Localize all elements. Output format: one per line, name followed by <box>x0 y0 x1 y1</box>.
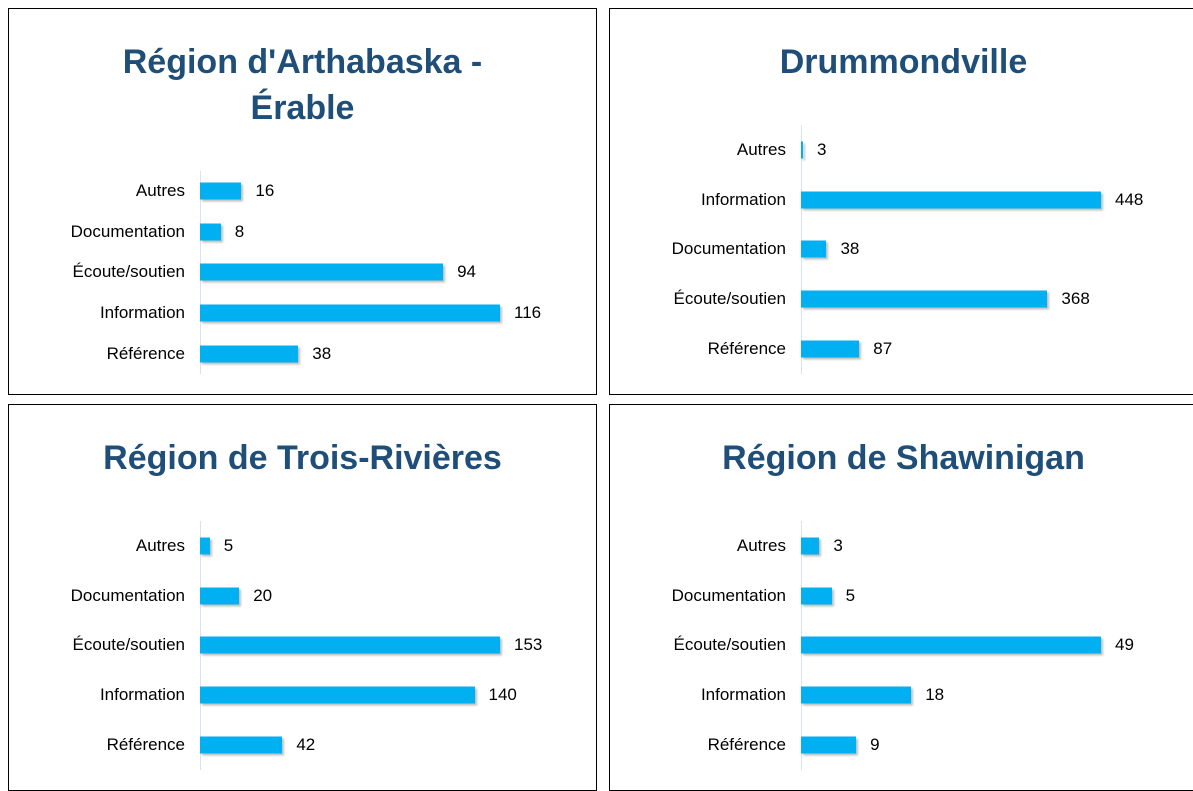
value-label: 153 <box>514 635 543 655</box>
bar <box>200 223 221 241</box>
bar <box>801 736 857 754</box>
bar <box>200 636 500 654</box>
bar-row: Documentation 5 <box>610 571 1193 621</box>
category-label: Information <box>700 189 786 209</box>
category-label: Autres <box>736 139 786 159</box>
category-label: Référence <box>106 343 185 363</box>
category-label: Documentation <box>70 221 185 241</box>
category-label: Documentation <box>671 239 786 259</box>
value-label: 116 <box>514 303 542 323</box>
bar-row: Documentation 38 <box>610 225 1193 275</box>
plot-area: Autres 16 Documentation 8 Écoute/soutien 94 In… <box>9 171 596 374</box>
value-label: 42 <box>296 735 316 755</box>
bar-row: Information 448 <box>610 175 1193 225</box>
category-label: Référence <box>707 735 786 755</box>
chart-panel: Région d'Arthabaska - Érable Autres 16 Docu… <box>8 8 597 395</box>
bar <box>801 240 827 258</box>
category-label: Information <box>99 685 185 705</box>
bar <box>200 263 444 281</box>
bar <box>801 686 912 704</box>
bar <box>801 290 1048 308</box>
bar-row: Information 116 <box>9 293 596 334</box>
value-label: 448 <box>1115 189 1144 209</box>
category-label: Écoute/soutien <box>673 289 786 309</box>
value-label: 16 <box>255 181 275 201</box>
value-label: 368 <box>1061 289 1090 309</box>
category-label: Information <box>700 685 786 705</box>
value-label: 8 <box>234 221 245 241</box>
value-label: 94 <box>457 262 477 282</box>
bar <box>801 537 820 555</box>
bar <box>801 636 1101 654</box>
bar <box>801 340 860 358</box>
bar <box>200 182 242 200</box>
category-label: Documentation <box>70 585 185 605</box>
bar-row: Référence 9 <box>610 720 1193 770</box>
bar-row: Écoute/soutien 49 <box>610 621 1193 671</box>
chart-title: Drummondville <box>779 43 1028 81</box>
bar <box>200 587 240 605</box>
bar-row: Documentation 8 <box>9 212 596 253</box>
category-label: Référence <box>707 339 786 359</box>
bar <box>801 141 803 159</box>
chart-panel: Région de Shawinigan Autres 3 Documentation… <box>609 404 1193 791</box>
chart-panel: Drummondville Autres 3 Information 448 Docume… <box>609 8 1193 395</box>
value-label: 87 <box>873 339 893 359</box>
category-label: Autres <box>736 535 786 555</box>
bar-row: Information 18 <box>610 670 1193 720</box>
value-label: 38 <box>840 239 860 259</box>
bar-row: Écoute/soutien 153 <box>9 621 596 671</box>
bar-row: Autres 5 <box>9 521 596 571</box>
chart-title: Région de Trois-Rivières <box>103 439 502 477</box>
value-label: 5 <box>845 585 856 605</box>
plot-area: Autres 5 Documentation 20 Écoute/soutien 153 I… <box>9 521 596 770</box>
bar <box>200 736 283 754</box>
bar-row: Référence 38 <box>9 333 596 374</box>
value-label: 9 <box>870 735 880 755</box>
bar-row: Information 140 <box>9 670 596 720</box>
value-label: 140 <box>488 685 517 705</box>
bar <box>200 345 299 363</box>
chart-title: Région d'Arthabaska - Érable <box>122 43 483 127</box>
category-label: Écoute/soutien <box>72 262 185 282</box>
bar-row: Référence 42 <box>9 720 596 770</box>
bar-row: Référence 87 <box>610 324 1193 374</box>
chart-title: Région de Shawinigan <box>722 439 1085 477</box>
bar-row: Écoute/soutien 94 <box>9 252 596 293</box>
category-label: Information <box>99 303 185 323</box>
value-label: 20 <box>253 585 273 605</box>
category-label: Autres <box>135 181 185 201</box>
bar <box>200 537 210 555</box>
plot-area: Autres 3 Documentation 5 Écoute/soutien 49 Inf… <box>610 521 1193 770</box>
category-label: Écoute/soutien <box>673 635 786 655</box>
chart-panel: Région de Trois-Rivières Autres 5 Documenta… <box>8 404 597 791</box>
value-label: 38 <box>312 343 332 363</box>
bar <box>801 191 1101 209</box>
category-label: Documentation <box>671 585 786 605</box>
bar-row: Autres 3 <box>610 521 1193 571</box>
bar-row: Autres 3 <box>610 125 1193 175</box>
category-label: Écoute/soutien <box>72 635 185 655</box>
bar-row: Autres 16 <box>9 171 596 212</box>
value-label: 3 <box>817 139 827 159</box>
value-label: 5 <box>223 535 234 555</box>
bar-row: Écoute/soutien 368 <box>610 274 1193 324</box>
plot-area: Autres 3 Information 448 Documentation 38 Écou… <box>610 125 1193 374</box>
category-label: Autres <box>135 535 185 555</box>
value-label: 18 <box>925 685 945 705</box>
bar-row: Documentation 20 <box>9 571 596 621</box>
bar <box>200 686 475 704</box>
bar <box>200 304 500 322</box>
value-label: 49 <box>1115 635 1134 655</box>
category-label: Référence <box>106 735 185 755</box>
bar <box>801 587 832 605</box>
value-label: 3 <box>833 535 843 555</box>
